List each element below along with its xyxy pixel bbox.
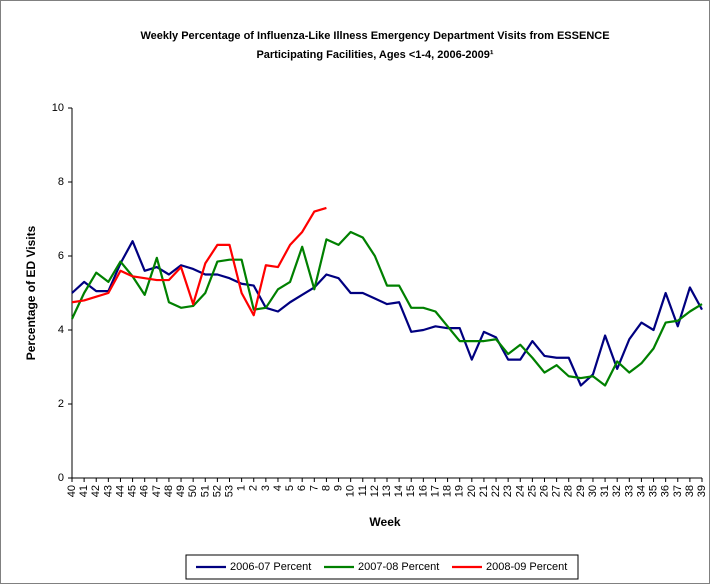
x-tick-label: 25 [526,485,538,497]
x-tick-label: 11 [357,485,369,496]
x-tick-label: 15 [405,485,417,497]
x-tick-label: 16 [417,485,429,497]
x-tick-label: 6 [296,485,308,491]
x-tick-label: 41 [78,485,90,497]
x-tick-label: 27 [551,485,563,497]
y-tick-label: 0 [58,472,64,484]
x-tick-label: 49 [175,485,187,497]
x-tick-label: 5 [284,485,296,491]
x-tick-label: 21 [478,485,490,497]
x-tick-label: 4 [272,485,284,491]
x-tick-label: 14 [393,485,405,497]
x-tick-label: 44 [114,485,126,497]
x-tick-label: 30 [587,485,599,497]
x-tick-label: 31 [599,485,611,497]
x-tick-label: 7 [308,485,320,491]
x-tick-label: 26 [539,485,551,497]
series-line [71,206,327,317]
x-tick-label: 32 [611,485,623,497]
chart-title: Weekly Percentage of Influenza-Like Illn… [140,30,609,42]
x-tick-label: 18 [442,485,454,497]
y-tick-label: 8 [58,176,64,188]
x-tick-label: 48 [163,485,175,497]
x-tick-label: 10 [345,485,357,497]
x-tick-label: 35 [648,485,660,497]
x-tick-label: 53 [224,485,236,497]
x-tick-label: 39 [696,485,708,497]
x-tick-label: 19 [454,485,466,497]
x-tick-label: 3 [260,485,272,491]
x-tick-label: 22 [490,485,502,497]
x-tick-label: 47 [151,485,163,497]
legend-label: 2006-07 Percent [230,561,311,573]
x-tick-label: 20 [466,485,478,497]
x-tick-label: 36 [660,485,672,497]
x-tick-label: 28 [563,485,575,497]
x-tick-label: 17 [429,485,441,497]
series-line [71,230,703,387]
x-tick-label: 52 [211,485,223,497]
x-tick-label: 37 [672,485,684,497]
legend-label: 2007-08 Percent [358,561,439,573]
x-tick-label: 8 [320,485,332,491]
chart-title: Participating Facilities, Ages <1-4, 200… [256,49,493,61]
x-tick-label: 29 [575,485,587,497]
x-tick-label: 45 [127,485,139,497]
x-axis-label: Week [369,515,400,529]
legend-label: 2008-09 Percent [486,561,567,573]
x-tick-label: 51 [199,485,211,497]
y-tick-label: 6 [58,250,64,262]
x-tick-label: 33 [623,485,635,497]
x-tick-label: 50 [187,485,199,497]
x-tick-label: 46 [139,485,151,497]
x-tick-label: 24 [514,485,526,497]
x-tick-label: 9 [333,485,345,491]
x-tick-label: 34 [635,485,647,497]
x-tick-label: 13 [381,485,393,497]
x-tick-label: 43 [102,485,114,497]
x-tick-label: 38 [684,485,696,497]
legend [185,554,579,580]
x-tick-label: 1 [236,485,248,491]
series-line [71,240,703,387]
x-tick-label: 12 [369,485,381,497]
x-tick-label: 2 [248,485,260,491]
y-tick-label: 2 [58,398,64,410]
x-tick-label: 23 [502,485,514,497]
y-tick-label: 10 [52,102,64,114]
y-axis-label: Percentage of ED Visits [24,225,38,360]
x-tick-label: 40 [66,485,78,497]
y-tick-label: 4 [58,324,64,336]
x-tick-label: 42 [90,485,102,497]
